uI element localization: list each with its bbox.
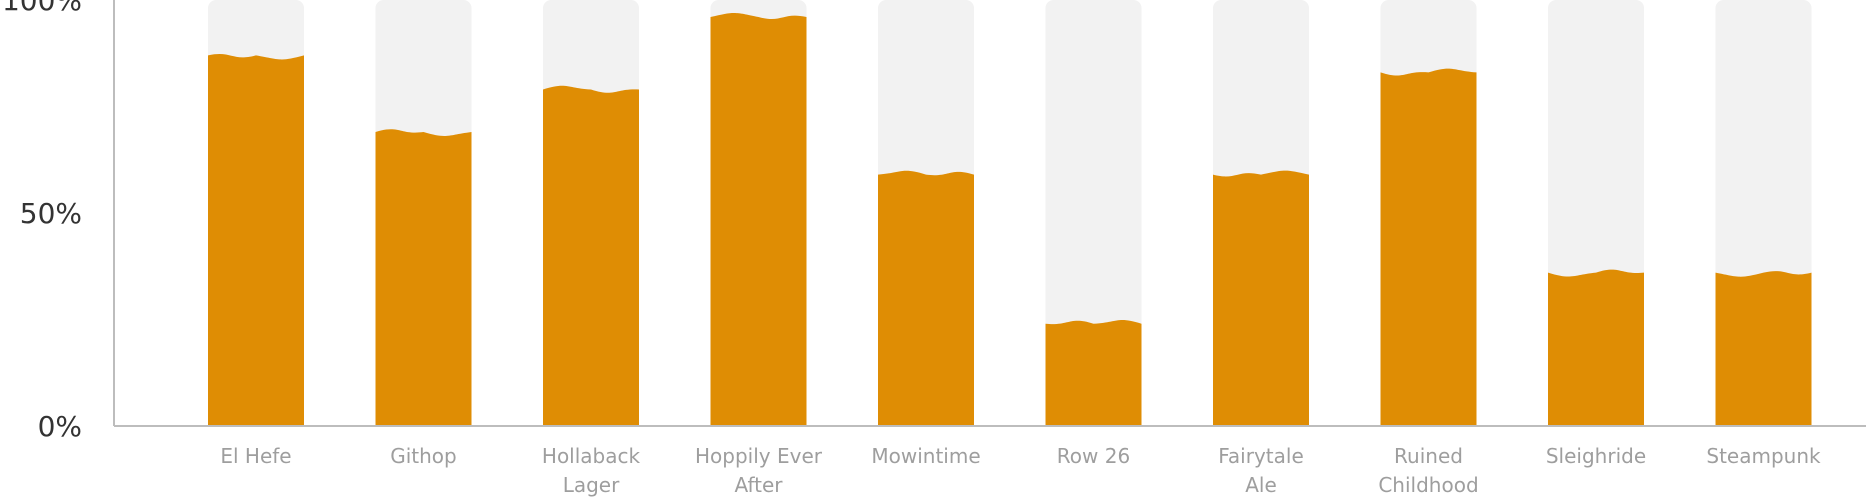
bar-fill-5 (1045, 319, 1142, 426)
bar-fill-4 (878, 170, 974, 426)
x-tick-label-4: Mowintime (871, 444, 980, 468)
y-axis: 0% 50% 100% (2, 0, 115, 443)
x-tick-line-7-0: Ruined (1394, 444, 1463, 468)
bar-fill-6 (1213, 170, 1309, 426)
x-tick-line-5-0: Row 26 (1057, 444, 1130, 468)
x-tick-label-7: Ruined Childhood (1378, 444, 1478, 497)
bar-fill-3 (710, 12, 807, 427)
x-tick-label-2: Hollaback Lager (542, 444, 641, 497)
x-tick-label-1: Githop (390, 444, 457, 468)
x-tick-line-6-1: Ale (1245, 473, 1277, 497)
bar-fill-0 (208, 54, 304, 427)
x-tick-label-3: Hoppily Ever After (695, 444, 823, 497)
y-tick-label-2: 100% (2, 0, 82, 17)
x-tick-line-3-1: After (734, 473, 783, 497)
x-tick-line-4-0: Mowintime (871, 444, 980, 468)
x-tick-line-0-0: El Hefe (220, 444, 291, 468)
bar-fill-8 (1548, 269, 1644, 426)
bars (208, 0, 1812, 427)
bar-track-5 (1045, 0, 1142, 426)
x-tick-line-6-0: Fairytale (1218, 444, 1304, 468)
y-tick-label-0: 0% (38, 410, 82, 443)
x-tick-line-9-0: Steampunk (1706, 444, 1821, 468)
bar-fill-1 (375, 129, 472, 426)
bar-fill-2 (543, 85, 639, 426)
x-tick-label-6: Fairytale Ale (1218, 444, 1304, 497)
x-tick-line-3-0: Hoppily Ever (695, 444, 823, 468)
x-tick-label-5: Row 26 (1057, 444, 1130, 468)
x-tick-line-8-0: Sleighride (1546, 444, 1646, 468)
y-tick-label-1: 50% (20, 197, 82, 230)
x-tick-line-1-0: Githop (390, 444, 457, 468)
x-axis: El Hefe Githop Hollaback Lager Hoppily Ever A… (114, 425, 1866, 497)
x-tick-line-2-1: Lager (563, 473, 620, 497)
x-tick-label-9: Steampunk (1706, 444, 1821, 468)
bar-fill-7 (1380, 68, 1477, 426)
x-tick-label-8: Sleighride (1546, 444, 1646, 468)
x-tick-line-2-0: Hollaback (542, 444, 641, 468)
bar-fill-9 (1715, 271, 1812, 426)
x-tick-line-7-1: Childhood (1378, 473, 1478, 497)
x-tick-label-0: El Hefe (220, 444, 291, 468)
